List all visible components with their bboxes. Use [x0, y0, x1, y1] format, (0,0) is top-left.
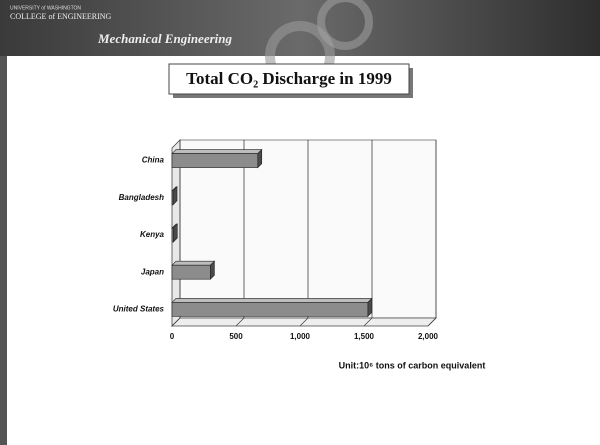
- y-tick-label: Bangladesh: [119, 193, 164, 202]
- bar: [171, 264, 211, 280]
- grid-line: [363, 140, 373, 327]
- y-tick-label: China: [142, 156, 165, 165]
- grid-line: [299, 140, 309, 327]
- x-tick-label: 2,000: [418, 332, 439, 341]
- bar-top: [171, 149, 263, 154]
- grid-line: [235, 140, 245, 327]
- grid-line: [171, 140, 181, 327]
- plot: 0 500 1,000 1,500 2,000 China Bangladesh Kenya J…: [113, 139, 439, 341]
- title-box: [168, 63, 410, 95]
- bar: [171, 227, 174, 243]
- x-tick-label: 0: [170, 332, 175, 341]
- university: UNIVERSITY of WASHINGTON: [10, 5, 81, 11]
- y-tick-label: Kenya: [140, 230, 165, 239]
- x-tick-label: 500: [229, 332, 243, 341]
- x-tick-label: 1,000: [290, 332, 311, 341]
- y-tick-label: United States: [113, 305, 165, 314]
- grid-line: [427, 140, 437, 327]
- x-axis-label: Unit:10⁶ tons of carbon equivalent: [339, 360, 486, 370]
- bar-top: [171, 260, 216, 266]
- x-tick-label: 1,500: [354, 332, 375, 341]
- left-stripe: [0, 56, 7, 445]
- bar: [171, 302, 369, 317]
- bar: [171, 190, 174, 206]
- college: COLLEGE of ENGINEERING: [10, 12, 112, 21]
- chart-title: Total CO₂ Discharge in 1999: [186, 69, 392, 88]
- y-tick-label: Japan: [141, 267, 164, 276]
- bar: [171, 153, 259, 168]
- bar-top: [171, 298, 373, 303]
- gear-icon: [317, 0, 373, 50]
- department: Mechanical Engineering: [97, 31, 232, 46]
